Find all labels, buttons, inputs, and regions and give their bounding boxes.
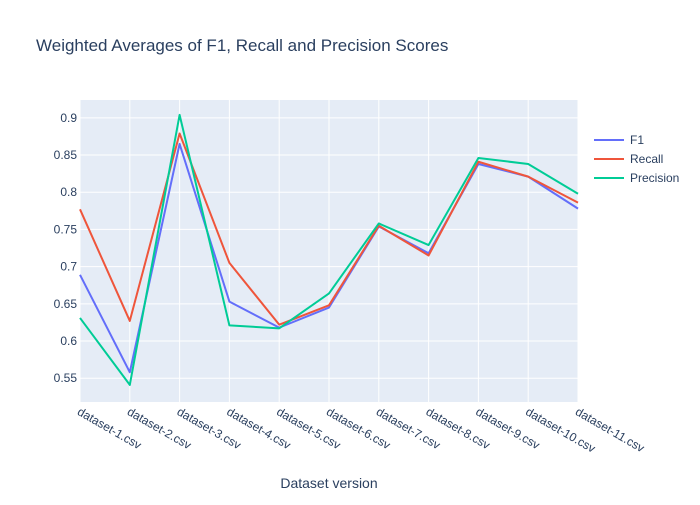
y-tick-label: 0.55 bbox=[54, 371, 78, 385]
x-axis-label: Dataset version bbox=[280, 475, 377, 491]
legend: F1 Recall Precision bbox=[594, 133, 679, 185]
y-tick-label: 0.75 bbox=[54, 222, 78, 236]
y-tick-label: 0.8 bbox=[60, 185, 77, 199]
series-line-precision bbox=[79, 113, 579, 386]
y-tick-label: 0.6 bbox=[60, 334, 77, 348]
series-line-f1 bbox=[79, 142, 579, 374]
y-tick-label: 0.85 bbox=[54, 148, 78, 162]
y-tick-label: 0.9 bbox=[60, 111, 77, 125]
legend-label: Recall bbox=[630, 152, 663, 166]
legend-item-recall[interactable]: Recall bbox=[594, 152, 663, 166]
y-tick-label: 0.7 bbox=[60, 260, 77, 274]
legend-label: Precision bbox=[630, 171, 679, 185]
chart-title: Weighted Averages of F1, Recall and Prec… bbox=[36, 36, 448, 55]
y-tick-label: 0.65 bbox=[54, 297, 78, 311]
series-line-recall bbox=[79, 132, 579, 326]
legend-item-precision[interactable]: Precision bbox=[594, 171, 679, 185]
legend-label: F1 bbox=[630, 133, 644, 147]
legend-item-f1[interactable]: F1 bbox=[594, 133, 644, 147]
